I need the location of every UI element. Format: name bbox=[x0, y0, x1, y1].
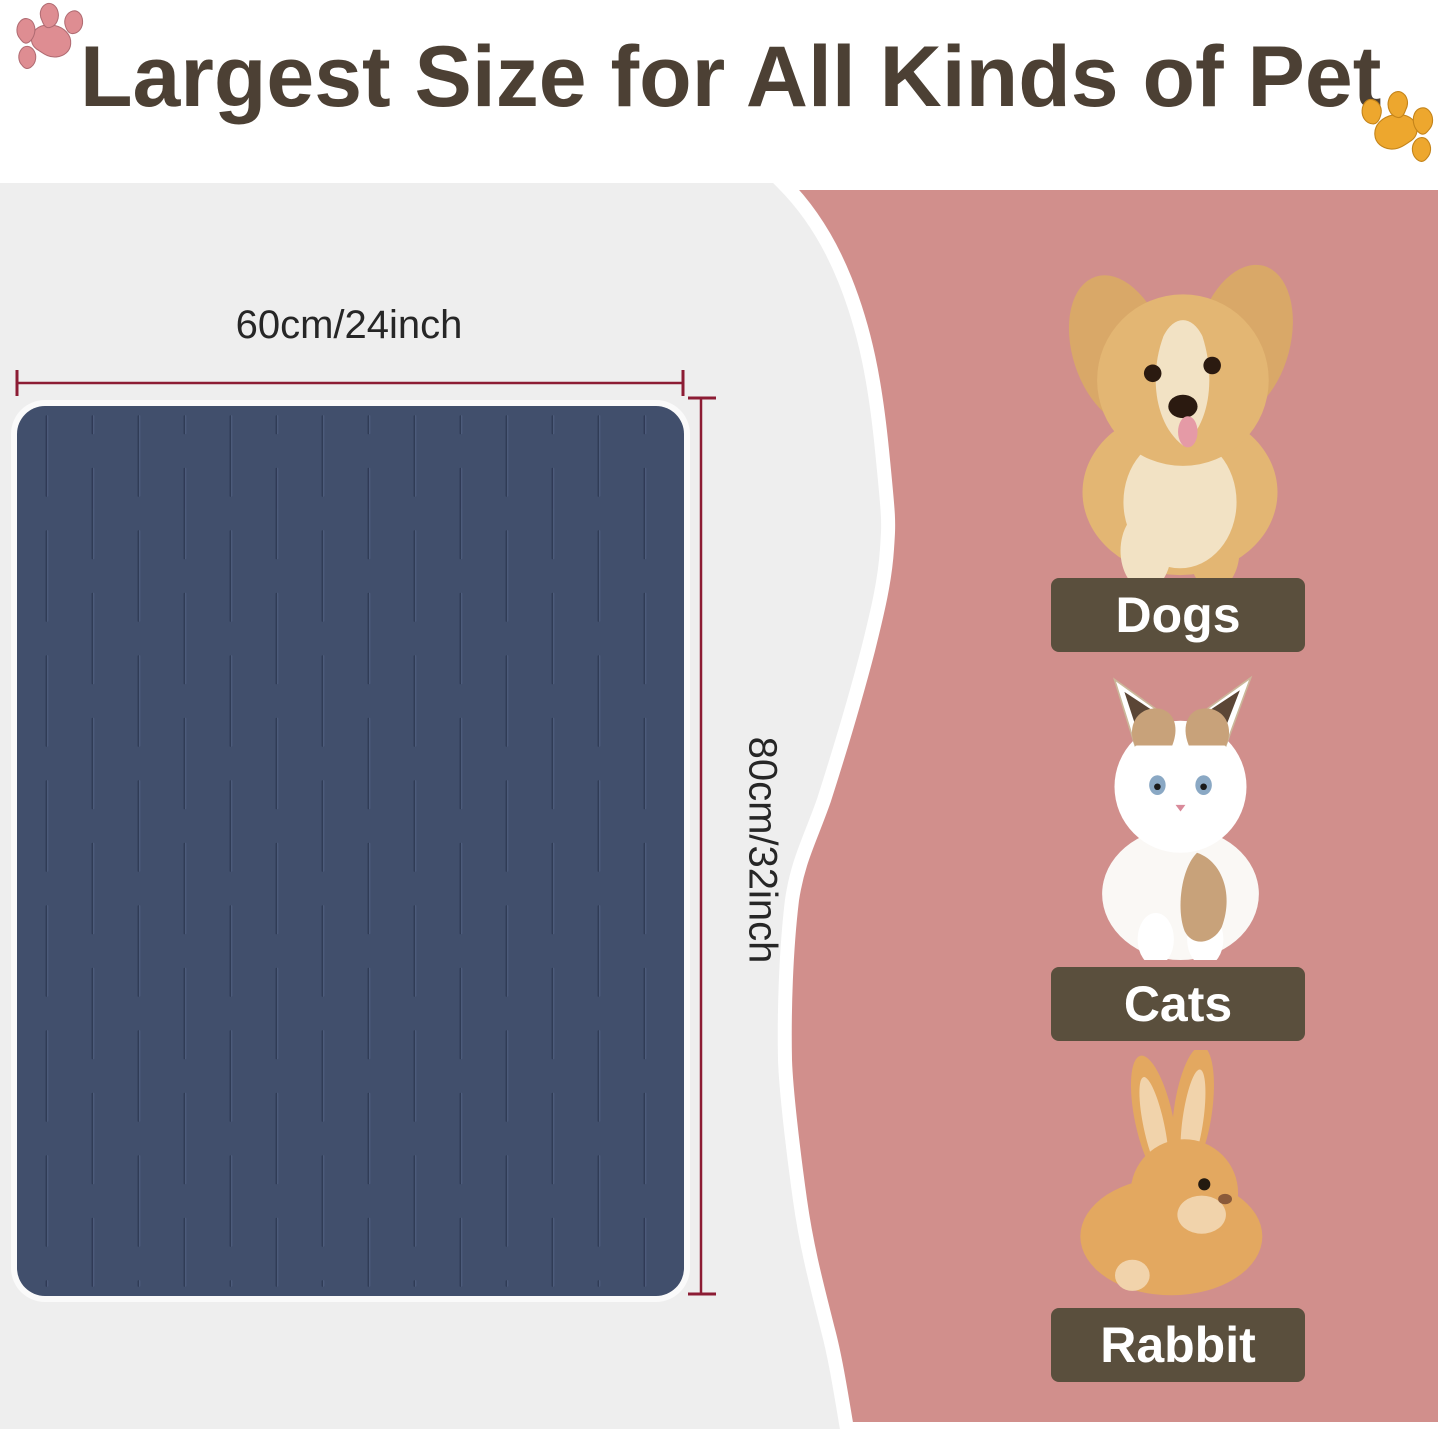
svg-text:80cm/32inch: 80cm/32inch bbox=[740, 737, 784, 964]
